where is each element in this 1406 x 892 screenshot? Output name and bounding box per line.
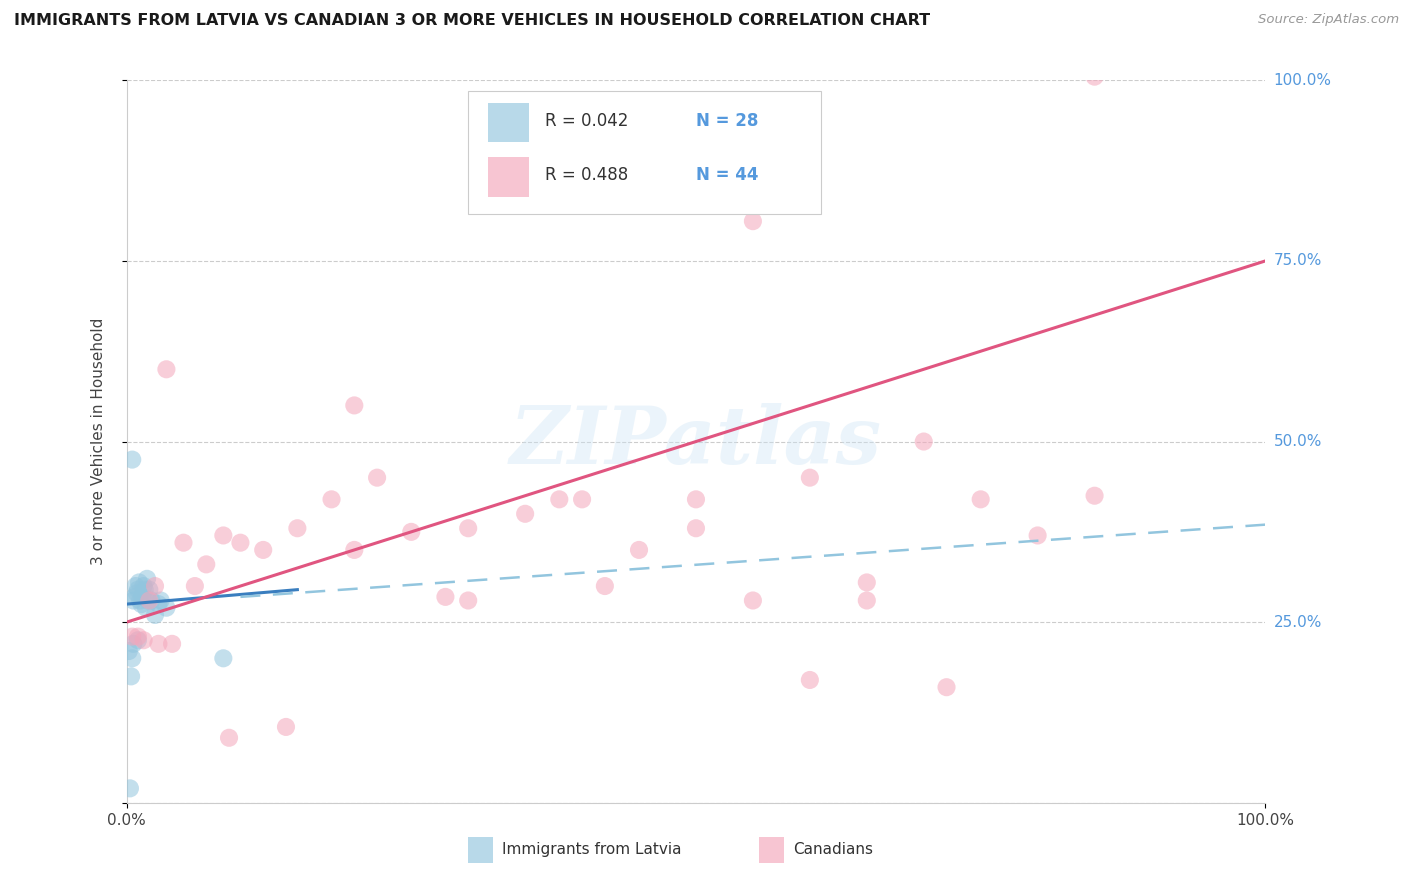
Point [855, 575, 877, 590]
Point [274, 720, 297, 734]
Point [195, 558, 218, 572]
Point [628, 542, 651, 557]
Point [457, 521, 479, 535]
Point [401, 524, 423, 539]
Point [118, 644, 141, 658]
Point [136, 572, 159, 586]
Point [131, 590, 153, 604]
Text: ZIPatlas: ZIPatlas [510, 403, 882, 480]
Point [149, 593, 172, 607]
Point [685, 492, 707, 507]
Text: R = 0.488: R = 0.488 [544, 166, 627, 184]
Point [134, 582, 156, 597]
Point [593, 579, 616, 593]
Point [855, 593, 877, 607]
Point [122, 593, 145, 607]
Point [124, 579, 146, 593]
Point [148, 637, 170, 651]
Point [121, 651, 143, 665]
Point [434, 590, 457, 604]
Point [321, 492, 343, 507]
Point [970, 492, 993, 507]
Point [143, 579, 166, 593]
Point [571, 492, 593, 507]
Point [229, 535, 252, 549]
Point [131, 597, 153, 611]
Bar [468, 838, 494, 863]
Point [252, 542, 274, 557]
Text: 50.0%: 50.0% [1274, 434, 1322, 449]
Point [935, 680, 957, 694]
Point [685, 521, 707, 535]
Bar [488, 103, 529, 143]
Point [366, 471, 388, 485]
Point [124, 590, 146, 604]
Point [799, 471, 821, 485]
Point [148, 597, 170, 611]
Point [742, 593, 765, 607]
Point [912, 434, 935, 449]
Point [184, 579, 207, 593]
Point [212, 528, 235, 542]
Point [127, 582, 149, 597]
Point [155, 600, 177, 615]
Bar [488, 157, 529, 197]
Point [138, 593, 160, 607]
Text: Immigrants from Latvia: Immigrants from Latvia [502, 842, 682, 857]
Point [127, 630, 149, 644]
Point [160, 637, 183, 651]
Y-axis label: 3 or more Vehicles in Household: 3 or more Vehicles in Household [91, 318, 105, 566]
Point [129, 593, 152, 607]
Point [128, 575, 150, 590]
Text: IMMIGRANTS FROM LATVIA VS CANADIAN 3 OR MORE VEHICLES IN HOUSEHOLD CORRELATION C: IMMIGRANTS FROM LATVIA VS CANADIAN 3 OR … [14, 13, 931, 29]
Point [457, 593, 479, 607]
Point [127, 633, 149, 648]
Point [132, 579, 155, 593]
Point [125, 586, 148, 600]
Point [218, 731, 240, 745]
Point [121, 452, 143, 467]
Point [135, 600, 157, 615]
Point [799, 673, 821, 687]
Point [1026, 528, 1049, 542]
Point [141, 593, 163, 607]
Point [742, 214, 765, 228]
FancyBboxPatch shape [468, 91, 821, 214]
Point [343, 398, 366, 412]
Point [343, 542, 366, 557]
Text: Canadians: Canadians [793, 842, 873, 857]
Point [121, 630, 143, 644]
Point [1084, 70, 1107, 84]
Text: 25.0%: 25.0% [1274, 615, 1322, 630]
Point [548, 492, 571, 507]
Point [155, 362, 177, 376]
Point [136, 593, 159, 607]
Text: 75.0%: 75.0% [1274, 253, 1322, 268]
Text: Source: ZipAtlas.com: Source: ZipAtlas.com [1258, 13, 1399, 27]
Point [212, 651, 235, 665]
Point [515, 507, 537, 521]
Point [132, 633, 155, 648]
Bar [759, 838, 783, 863]
Text: N = 44: N = 44 [696, 166, 758, 184]
Point [118, 781, 141, 796]
Point [122, 637, 145, 651]
Point [143, 607, 166, 622]
Text: 100.0%: 100.0% [1274, 73, 1331, 87]
Point [138, 582, 160, 597]
Point [1084, 489, 1107, 503]
Point [172, 535, 194, 549]
Text: R = 0.042: R = 0.042 [544, 112, 628, 129]
Text: N = 28: N = 28 [696, 112, 758, 129]
Point [287, 521, 309, 535]
Point [120, 669, 142, 683]
